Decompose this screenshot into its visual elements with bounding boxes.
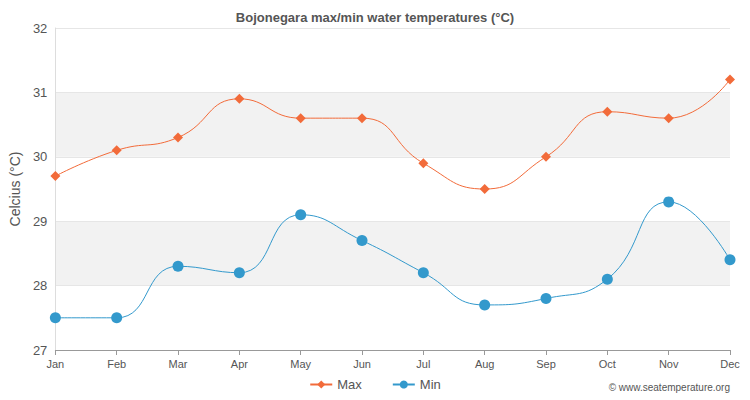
svg-text:27: 27	[33, 343, 47, 358]
svg-text:Bojonegara max/min water tempe: Bojonegara max/min water temperatures (°…	[236, 10, 514, 25]
svg-text:Min: Min	[420, 377, 441, 392]
svg-text:28: 28	[33, 278, 47, 293]
svg-text:31: 31	[33, 85, 47, 100]
svg-text:Sep: Sep	[536, 358, 556, 370]
svg-text:Jan: Jan	[46, 358, 64, 370]
svg-text:Feb: Feb	[107, 358, 126, 370]
svg-text:Celcius (°C): Celcius (°C)	[7, 152, 23, 227]
svg-text:Nov: Nov	[659, 358, 679, 370]
svg-text:Aug: Aug	[475, 358, 495, 370]
svg-text:Jul: Jul	[416, 358, 430, 370]
svg-text:Mar: Mar	[169, 358, 188, 370]
svg-text:Jun: Jun	[353, 358, 371, 370]
svg-text:Oct: Oct	[599, 358, 616, 370]
svg-text:32: 32	[33, 21, 47, 36]
svg-text:Max: Max	[337, 377, 362, 392]
svg-text:30: 30	[33, 149, 47, 164]
svg-text:29: 29	[33, 214, 47, 229]
svg-text:May: May	[290, 358, 311, 370]
svg-text:Dec: Dec	[720, 358, 740, 370]
svg-text:Apr: Apr	[231, 358, 248, 370]
svg-text:© www.seatemperature.org: © www.seatemperature.org	[609, 382, 730, 393]
